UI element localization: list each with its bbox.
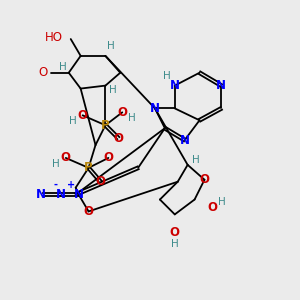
Text: H: H bbox=[110, 85, 117, 94]
Text: H: H bbox=[128, 113, 136, 123]
Text: P: P bbox=[84, 161, 93, 174]
Text: O: O bbox=[207, 201, 218, 214]
Text: -: - bbox=[54, 180, 58, 190]
Text: O: O bbox=[84, 205, 94, 218]
Text: O: O bbox=[78, 109, 88, 122]
Text: N: N bbox=[150, 102, 160, 115]
Text: O: O bbox=[95, 175, 106, 188]
Text: O: O bbox=[61, 152, 71, 164]
Text: P: P bbox=[101, 119, 110, 132]
Text: O: O bbox=[170, 226, 180, 239]
Text: O: O bbox=[103, 152, 113, 164]
Text: O: O bbox=[113, 132, 123, 145]
Text: N: N bbox=[216, 79, 226, 92]
Text: +: + bbox=[67, 180, 75, 190]
Text: H: H bbox=[69, 116, 76, 126]
Text: H: H bbox=[192, 155, 200, 165]
Text: H: H bbox=[218, 196, 226, 206]
Text: O: O bbox=[200, 173, 209, 186]
Text: O: O bbox=[39, 66, 48, 79]
Text: N: N bbox=[56, 188, 66, 201]
Text: H: H bbox=[59, 62, 67, 72]
Text: HO: HO bbox=[45, 31, 63, 44]
Text: N: N bbox=[74, 188, 84, 201]
Text: N: N bbox=[170, 79, 180, 92]
Text: H: H bbox=[107, 41, 115, 51]
Text: N: N bbox=[180, 134, 190, 147]
Text: H: H bbox=[163, 71, 171, 81]
Text: H: H bbox=[52, 159, 60, 169]
Text: H: H bbox=[171, 239, 178, 249]
Text: N: N bbox=[36, 188, 46, 201]
Text: O: O bbox=[117, 106, 127, 119]
